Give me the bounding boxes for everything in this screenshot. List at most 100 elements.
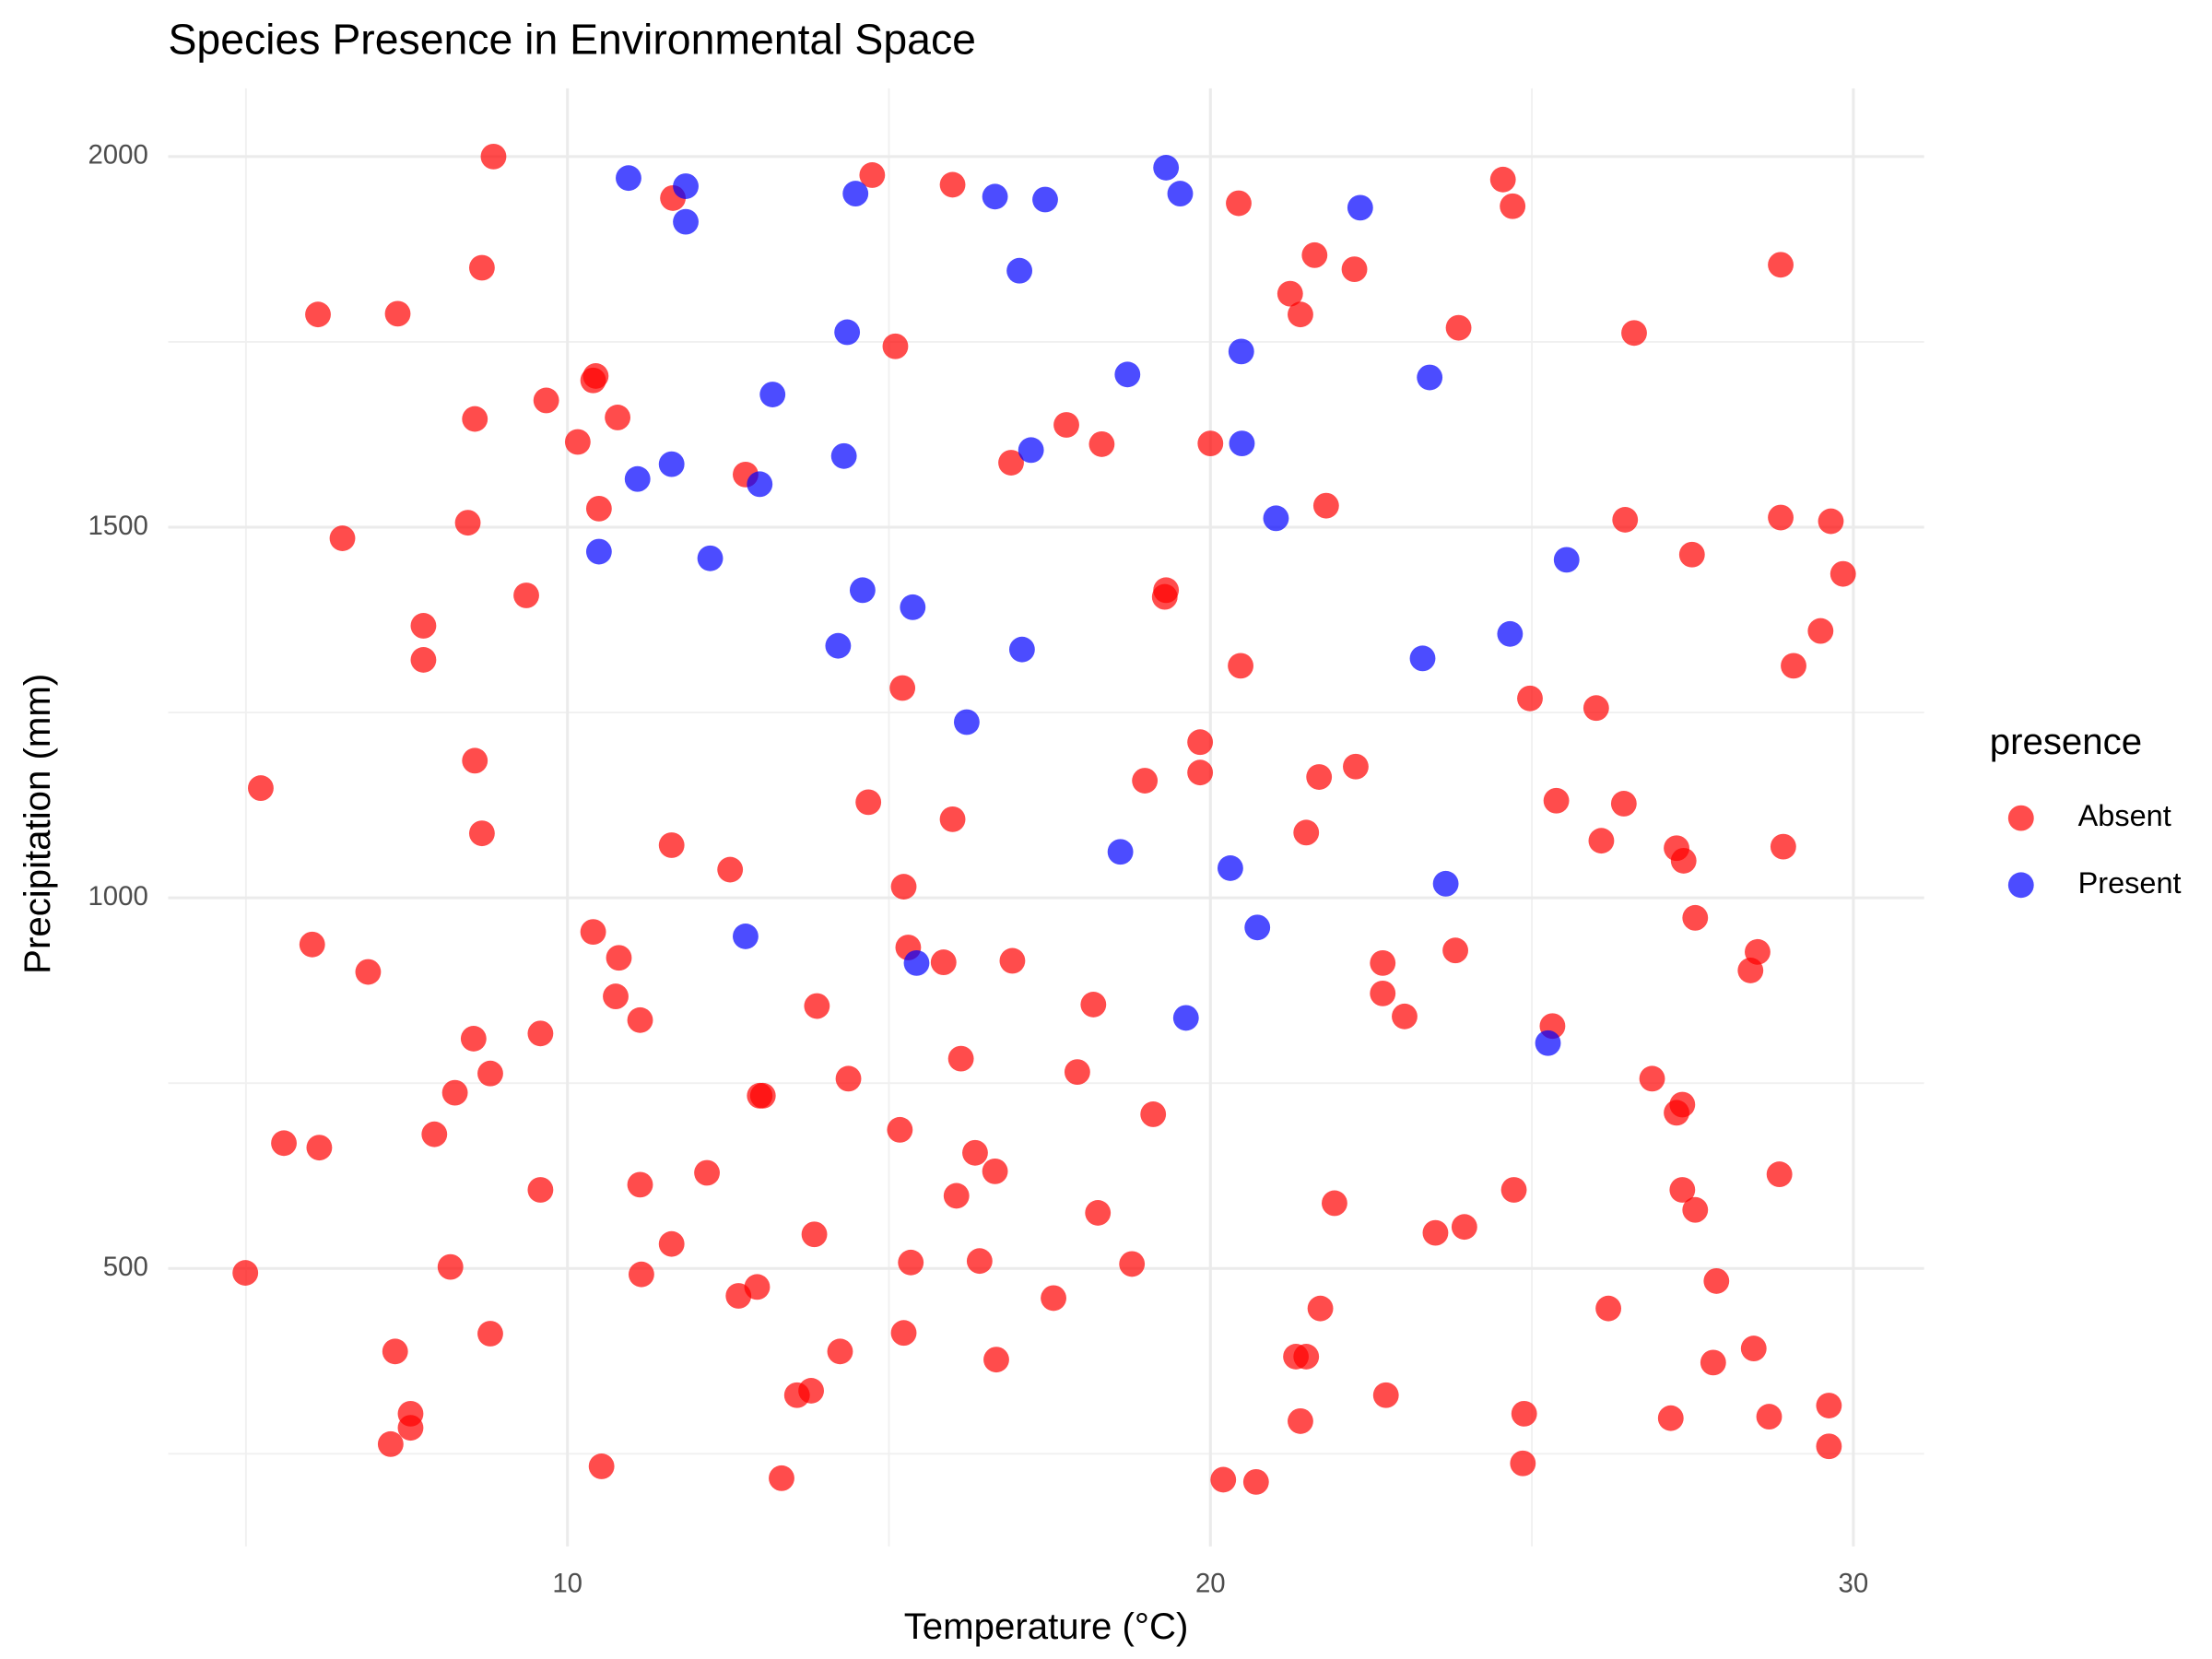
- point: [477, 1060, 503, 1087]
- point: [798, 1378, 824, 1404]
- point: [1032, 186, 1058, 213]
- point: [477, 1321, 503, 1347]
- point: [1583, 695, 1609, 722]
- point: [1006, 257, 1033, 284]
- point: [835, 1065, 862, 1092]
- point: [606, 945, 632, 971]
- point: [1187, 729, 1214, 756]
- point: [1085, 1200, 1112, 1226]
- point: [1664, 1100, 1689, 1126]
- point: [1341, 256, 1368, 283]
- point: [1417, 364, 1443, 391]
- point: [513, 582, 539, 608]
- point: [410, 647, 437, 673]
- point: [627, 1171, 653, 1198]
- point: [1263, 505, 1289, 532]
- y-tick-label: 2000: [88, 140, 147, 171]
- point: [1217, 855, 1243, 881]
- point: [564, 429, 591, 455]
- point: [1510, 1450, 1536, 1477]
- point: [1669, 1177, 1696, 1203]
- point: [1657, 1405, 1684, 1431]
- point: [1678, 541, 1705, 568]
- point: [697, 545, 724, 571]
- point: [1153, 155, 1180, 181]
- point: [890, 874, 917, 900]
- point: [834, 319, 861, 346]
- point: [825, 632, 852, 659]
- point: [384, 300, 411, 327]
- point: [1445, 314, 1472, 341]
- point: [1167, 181, 1194, 206]
- point: [953, 709, 980, 735]
- point: [1818, 508, 1844, 535]
- point: [580, 919, 606, 946]
- point: [1543, 787, 1570, 814]
- point: [1229, 430, 1255, 457]
- point: [1372, 1382, 1399, 1408]
- point: [983, 1347, 1009, 1373]
- point: [1511, 1400, 1537, 1427]
- point: [1312, 492, 1339, 519]
- point: [1768, 504, 1794, 531]
- x-axis-label: Temperature (°C): [904, 1606, 1189, 1647]
- point: [1197, 430, 1224, 457]
- point: [1766, 1161, 1793, 1188]
- point: [1451, 1214, 1477, 1241]
- point: [1119, 1251, 1146, 1277]
- point: [468, 254, 495, 281]
- point: [1018, 437, 1044, 464]
- point: [733, 924, 759, 949]
- point: [930, 949, 957, 976]
- point: [585, 495, 612, 522]
- point: [1595, 1295, 1622, 1322]
- point: [628, 1261, 654, 1288]
- point: [462, 747, 488, 774]
- point: [1107, 839, 1134, 865]
- point: [1053, 412, 1079, 438]
- point: [1064, 1059, 1090, 1086]
- legend-marker: [2007, 805, 2034, 831]
- point: [527, 1177, 554, 1203]
- point: [1187, 759, 1214, 786]
- point: [1172, 1005, 1199, 1031]
- x-tick-label: 20: [1195, 1568, 1226, 1598]
- point: [717, 856, 744, 883]
- point: [306, 1135, 333, 1161]
- point: [1703, 1267, 1730, 1294]
- point: [769, 1465, 794, 1491]
- point: [903, 949, 930, 976]
- point: [1700, 1349, 1726, 1376]
- point: [1307, 1295, 1334, 1322]
- point: [694, 1159, 720, 1186]
- point: [1500, 193, 1526, 219]
- point: [305, 301, 331, 328]
- point: [1768, 252, 1794, 278]
- point: [616, 165, 641, 192]
- point: [759, 382, 786, 407]
- point: [1816, 1393, 1842, 1418]
- point: [1228, 653, 1253, 679]
- y-axis-label: Precipitation (mm): [17, 674, 58, 974]
- point: [1500, 1177, 1527, 1203]
- legend-label: Absent: [2078, 799, 2171, 832]
- point: [1588, 828, 1615, 854]
- point: [468, 820, 495, 847]
- point: [1041, 1285, 1066, 1312]
- point: [271, 1130, 297, 1157]
- point: [585, 538, 612, 565]
- point: [673, 208, 699, 235]
- point: [1830, 560, 1856, 587]
- point: [1226, 190, 1252, 217]
- point: [882, 333, 909, 359]
- point: [658, 1230, 685, 1257]
- point: [982, 1158, 1008, 1184]
- x-tick-label: 30: [1839, 1568, 1869, 1598]
- point: [855, 789, 882, 816]
- point: [749, 1082, 776, 1109]
- point: [1088, 430, 1115, 457]
- point: [1343, 753, 1369, 780]
- point: [1114, 361, 1141, 388]
- point: [1621, 320, 1647, 347]
- point: [1816, 1433, 1842, 1460]
